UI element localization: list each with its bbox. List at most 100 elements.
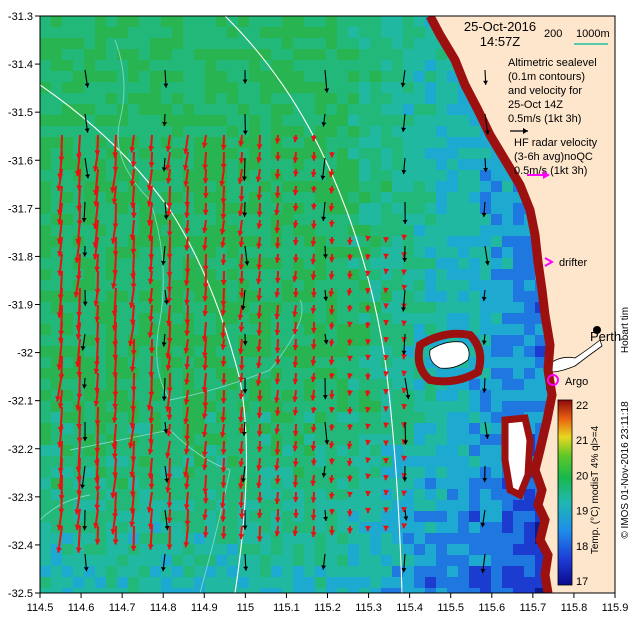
sst-cell (348, 346, 359, 357)
sst-cell (271, 49, 282, 60)
sst-cell (95, 511, 106, 522)
hf-radar-arrow (292, 389, 299, 402)
sst-cell (128, 38, 139, 49)
sst-cell (359, 346, 370, 357)
sst-cell (194, 247, 205, 258)
hf-radar-arrow (292, 355, 299, 368)
sst-cell (216, 566, 227, 577)
sst-cell (161, 126, 172, 137)
sst-cell (491, 236, 502, 247)
sst-cell (260, 60, 271, 71)
sst-cell (84, 379, 95, 390)
hf-radar-arrow (383, 406, 390, 412)
sst-cell (172, 269, 183, 280)
sst-cell (84, 577, 95, 588)
sst-cell (62, 280, 73, 291)
hf-radar-arrow (56, 525, 63, 553)
sst-cell (117, 379, 128, 390)
sst-cell (524, 357, 535, 368)
sst-cell (260, 401, 271, 412)
sst-cell (469, 324, 480, 335)
sst-cell (491, 511, 502, 522)
sst-cell (139, 445, 150, 456)
altimetric-arrow (242, 113, 248, 135)
sst-cell (370, 60, 381, 71)
sst-cell (480, 368, 491, 379)
sst-cell (161, 456, 172, 467)
hf-radar-arrow (292, 508, 299, 519)
sst-cell (194, 93, 205, 104)
sst-cell (436, 423, 447, 434)
hf-radar-arrow (328, 508, 335, 515)
sst-cell (84, 236, 95, 247)
sst-cell (117, 456, 128, 467)
hf-radar-arrow (165, 355, 172, 371)
sst-cell (403, 456, 414, 467)
sst-cell (403, 533, 414, 544)
sst-cell (139, 401, 150, 412)
hf-radar-arrow (364, 389, 371, 397)
sst-cell (150, 16, 161, 27)
sst-cell (62, 401, 73, 412)
sst-cell (447, 445, 458, 456)
sst-cell (491, 423, 502, 434)
sst-cell (502, 566, 513, 577)
hf-radar-arrow (364, 372, 371, 380)
sst-cell (205, 181, 216, 192)
sst-cell (447, 203, 458, 214)
sst-cell (381, 115, 392, 126)
sst-cell (106, 588, 117, 593)
sst-cell (337, 192, 348, 203)
sst-cell (337, 225, 348, 236)
hf-radar-arrow (148, 406, 155, 424)
hf-radar-arrow (220, 185, 227, 204)
sst-cell (425, 60, 436, 71)
sst-cell (150, 104, 161, 115)
hf-radar-arrow (401, 320, 408, 326)
sst-cell (491, 522, 502, 533)
sst-cell (381, 192, 392, 203)
sst-cell (315, 368, 326, 379)
sst-cell (359, 170, 370, 181)
sst-cell (524, 280, 535, 291)
sst-cell (106, 291, 117, 302)
sst-cell (183, 170, 194, 181)
altimetric-arrow (483, 157, 489, 173)
sst-cell (271, 280, 282, 291)
sst-cell (326, 258, 337, 269)
hf-radar-arrow (328, 253, 335, 263)
sst-cell (392, 291, 403, 302)
altimetric-arrow (483, 69, 488, 85)
sst-cell (249, 236, 260, 247)
sst-cell (238, 258, 249, 269)
sst-cell (150, 269, 161, 280)
sst-cell (216, 247, 227, 258)
sst-cell (381, 346, 392, 357)
sst-cell (337, 423, 348, 434)
sst-cell (436, 49, 447, 60)
sst-cell (117, 368, 128, 379)
sst-cell (249, 577, 260, 588)
sst-cell (392, 478, 403, 489)
sst-cell (205, 247, 216, 258)
sst-cell (194, 588, 205, 593)
sst-cell (458, 302, 469, 313)
sst-cell (194, 159, 205, 170)
sst-cell (40, 104, 51, 115)
sst-cell (293, 390, 304, 401)
sst-cell (139, 126, 150, 137)
sst-cell (282, 170, 293, 181)
sst-cell (84, 346, 95, 357)
sst-cell (315, 170, 326, 181)
sst-cell (348, 126, 359, 137)
sst-cell (392, 313, 403, 324)
sst-cell (480, 214, 491, 225)
sst-cell (392, 148, 403, 159)
sst-cell (381, 16, 392, 27)
sst-cell (480, 544, 491, 555)
sst-cell (502, 225, 513, 236)
sst-cell (315, 313, 326, 324)
hf-radar-arrow (75, 525, 82, 553)
sst-cell (238, 137, 249, 148)
sst-cell (194, 489, 205, 500)
